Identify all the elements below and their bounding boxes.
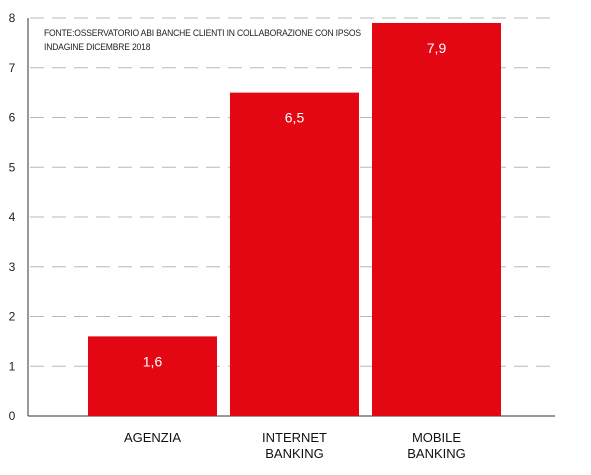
y-tick-label: 8 — [9, 11, 16, 25]
y-axis-ticks: 0 1 2 3 4 5 6 7 8 — [9, 11, 16, 423]
y-tick-label: 7 — [9, 61, 16, 75]
x-category-label: BANKING — [407, 446, 466, 461]
bar-value-label: 1,6 — [143, 353, 163, 369]
bar-value-label: 7,9 — [427, 40, 447, 56]
y-tick-label: 2 — [9, 310, 16, 324]
bar — [230, 92, 359, 416]
source-note: FONTE:OSSERVATORIO ABI BANCHE CLIENTI IN… — [44, 27, 361, 55]
x-category-label: INTERNET — [262, 430, 327, 445]
y-tick-label: 4 — [9, 210, 16, 224]
y-tick-label: 6 — [9, 111, 16, 125]
x-category-label: MOBILE — [412, 430, 461, 445]
bar — [88, 336, 217, 416]
source-line-2: INDAGINE DICEMBRE 2018 — [44, 42, 151, 53]
y-tick-label: 0 — [9, 409, 16, 423]
bar-value-label: 6,5 — [285, 110, 305, 126]
source-line-1: FONTE:OSSERVATORIO ABI BANCHE CLIENTI IN… — [44, 28, 361, 39]
bar — [372, 22, 501, 416]
y-tick-label: 1 — [9, 359, 16, 373]
y-tick-label: 3 — [9, 260, 16, 274]
y-tick-label: 5 — [9, 160, 16, 174]
bars: 1,6 6,5 7,9 — [88, 22, 501, 416]
x-category-label: AGENZIA — [124, 430, 181, 445]
x-category-label: BANKING — [265, 446, 324, 461]
